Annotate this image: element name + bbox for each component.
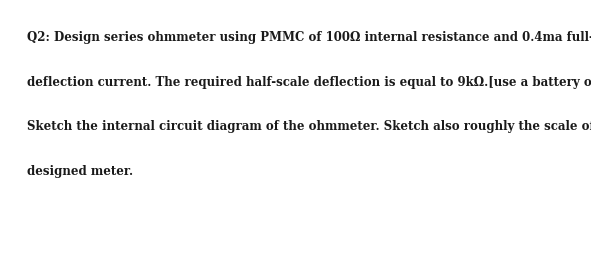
Text: Q2: Design series ohmmeter using PMMC of 100Ω internal resistance and 0.4ma full: Q2: Design series ohmmeter using PMMC of… [27,31,591,44]
Text: designed meter.: designed meter. [27,165,133,178]
Text: deflection current. The required half-scale deflection is equal to 9kΩ.[use a ba: deflection current. The required half-sc… [27,76,591,89]
Text: Sketch the internal circuit diagram of the ohmmeter. Sketch also roughly the sca: Sketch the internal circuit diagram of t… [27,120,591,133]
